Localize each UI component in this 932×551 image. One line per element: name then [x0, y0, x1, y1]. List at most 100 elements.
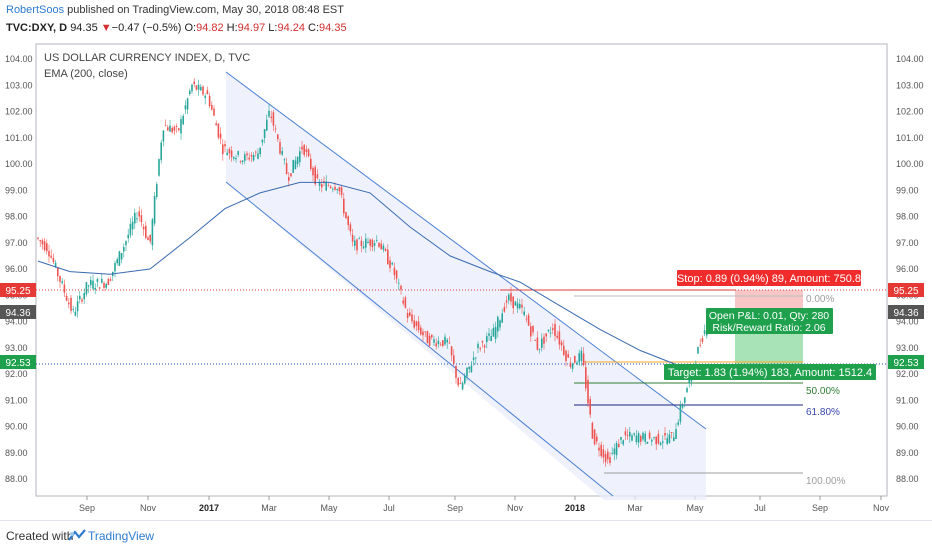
target-label-box[interactable]	[664, 364, 876, 380]
x-tick-label: Mar	[261, 503, 277, 513]
close-value: 94.35	[319, 22, 347, 34]
y-axis-right[interactable]: 104.00 103.00 102.00 101.00 100.00 99.00 98.00…	[896, 54, 924, 484]
badge-right-mid-text: 94.36	[893, 308, 918, 319]
badge-right-upper-text: 95.25	[893, 286, 918, 297]
channel-upper-line[interactable]	[225, 71, 707, 430]
x-axis[interactable]: Sep Nov 2017 Mar May Jul Sep Nov 2018 Mar May Jul Se…	[79, 496, 890, 513]
down-arrow-icon: ▼	[100, 22, 112, 34]
badge-right-mid	[888, 305, 924, 319]
x-tick-label: Jul	[383, 503, 395, 513]
y-tick-right: 100.00	[896, 159, 924, 169]
legend-title[interactable]: US DOLLAR CURRENCY INDEX, D, TVC	[44, 52, 251, 64]
open-label: O:	[184, 22, 197, 34]
x-tick-label: May	[686, 503, 704, 513]
close-label: C:	[308, 22, 320, 34]
low-value: 94.24	[277, 22, 305, 34]
channel-lower-line[interactable]	[225, 181, 614, 497]
badge-left-mid-text: 94.36	[5, 308, 30, 319]
x-tick-label: Sep	[79, 503, 95, 513]
fib-50-label: 50.00%	[806, 386, 840, 397]
badge-right-lower-text: 92.53	[893, 358, 918, 369]
y-tick-right: 92.00	[896, 369, 919, 379]
y-tick-right: 98.00	[896, 212, 919, 222]
badge-left-lower-text: 92.53	[5, 358, 30, 369]
y-tick-left: 100.00	[5, 159, 33, 169]
y-tick-left: 97.00	[5, 238, 28, 248]
tradingview-logo-icon[interactable]	[68, 528, 86, 542]
created-with-text: Created with	[6, 529, 74, 543]
high-value: 94.97	[237, 22, 266, 34]
y-tick-left: 93.00	[5, 343, 28, 353]
y-tick-left: 94.00	[5, 317, 28, 327]
badge-right-lower	[888, 355, 924, 369]
x-tick-label: Nov	[507, 503, 524, 513]
y-tick-right: 101.00	[896, 133, 924, 143]
y-tick-right: 104.00	[896, 54, 924, 64]
fib-100-label: 100.00%	[806, 476, 846, 487]
badge-left-mid	[0, 305, 36, 319]
y-tick-right: 97.00	[896, 238, 919, 248]
y-tick-left: 102.00	[5, 107, 33, 117]
price-change: −0.47 (−0.5%)	[111, 22, 182, 34]
pnl-label: Open P&L: 0.01, Qty: 280	[709, 310, 829, 322]
y-tick-right: 99.00	[896, 185, 919, 195]
y-tick-left: 88.00	[5, 474, 28, 484]
y-tick-left: 91.00	[5, 395, 28, 405]
author-link[interactable]: RobertSoos	[6, 4, 65, 16]
x-tick-label: 2017	[199, 503, 219, 513]
x-tick-label: 2018	[565, 503, 585, 513]
y-tick-right: 90.00	[896, 422, 919, 432]
badge-right-upper	[888, 283, 924, 297]
chart-header: RobertSoos published on TradingView.com,…	[0, 0, 932, 40]
fib-618-label: 61.80%	[806, 407, 840, 418]
y-tick-right: 93.00	[896, 343, 919, 353]
x-tick-label: Jul	[754, 503, 766, 513]
badge-left-upper-text: 95.25	[5, 286, 30, 297]
fib-0-label: 0.00%	[806, 294, 834, 305]
open-value: 94.82	[196, 22, 224, 34]
last-price: 94.35	[70, 22, 98, 34]
y-tick-left: 99.00	[5, 185, 28, 195]
y-axis-left[interactable]: 104.00 103.00 102.00 101.00 100.00 99.00 98.00…	[5, 54, 33, 484]
symbol-ohlc: TVC:DXY, D 94.35 ▼−0.47 (−0.5%) O:94.82 …	[6, 22, 347, 34]
stop-zone	[735, 290, 803, 308]
x-tick-label: May	[320, 503, 338, 513]
chart-legend: US DOLLAR CURRENCY INDEX, D, TVC EMA (20…	[44, 50, 250, 82]
symbol-name: TVC:DXY, D	[6, 22, 68, 34]
y-tick-right: 89.00	[896, 448, 919, 458]
y-tick-left: 89.00	[5, 448, 28, 458]
x-tick-label: Sep	[812, 503, 828, 513]
y-tick-right: 91.00	[896, 395, 919, 405]
target-label: Target: 1.83 (1.94%) 183, Amount: 1512.4	[668, 367, 872, 379]
legend-indicator[interactable]: EMA (200, close)	[44, 68, 128, 80]
x-tick-label: Nov	[140, 503, 157, 513]
stop-label-box[interactable]	[677, 270, 861, 286]
pnl-box[interactable]	[706, 308, 833, 334]
candles	[37, 78, 715, 467]
badge-left-upper	[0, 283, 36, 297]
ema-200-line[interactable]	[37, 181, 716, 375]
stop-label: Stop: 0.89 (0.94%) 89, Amount: 750.8	[677, 273, 861, 285]
y-tick-left: 98.00	[5, 212, 28, 222]
rr-label: Risk/Reward Ratio: 2.06	[712, 322, 825, 334]
badge-left-lower	[0, 355, 36, 369]
high-label: H:	[226, 22, 238, 34]
y-tick-left: 104.00	[5, 54, 33, 64]
x-tick-label: Sep	[447, 503, 463, 513]
y-tick-left: 96.00	[5, 264, 28, 274]
y-tick-left: 103.00	[5, 80, 33, 90]
low-label: L:	[268, 22, 278, 34]
y-tick-right: 102.00	[896, 107, 924, 117]
y-tick-right: 96.00	[896, 264, 919, 274]
x-tick-label: Mar	[627, 503, 643, 513]
price-chart[interactable]: 104.00 103.00 102.00 101.00 100.00 99.00 98.00…	[0, 0, 932, 520]
channel-fill	[226, 72, 706, 500]
y-tick-left: 92.00	[5, 369, 28, 379]
x-tick-label: Nov	[873, 503, 890, 513]
published-text: published on TradingView.com, May 30, 20…	[67, 4, 344, 16]
y-tick-right: 103.00	[896, 80, 924, 90]
footer: Created with TradingView	[0, 520, 932, 551]
y-tick-right: 94.00	[896, 317, 919, 327]
y-tick-left: 101.00	[5, 133, 33, 143]
tradingview-link[interactable]: TradingView	[88, 529, 155, 543]
